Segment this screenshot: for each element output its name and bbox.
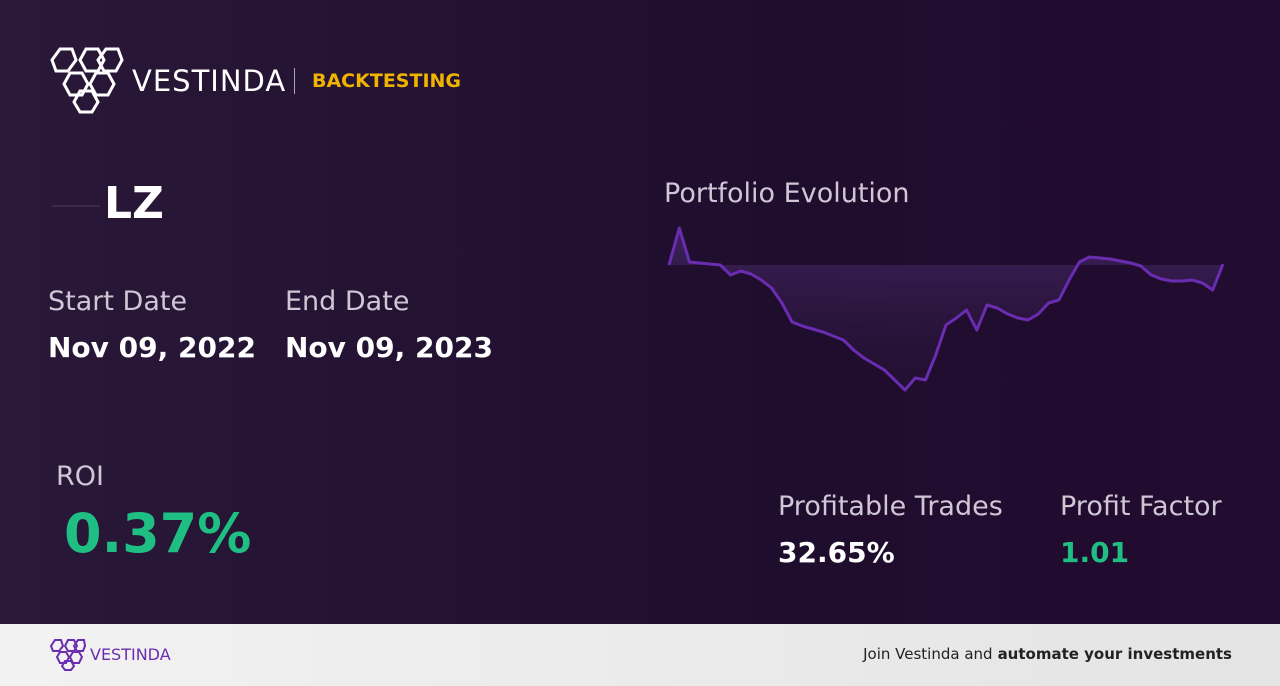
ticker: LZ [104, 178, 164, 229]
footer-cta: Join Vestinda and automate your investme… [863, 645, 1232, 663]
brand: VESTINDA [132, 64, 287, 98]
footer-brand: VESTINDA [90, 645, 171, 664]
end-label: End Date [285, 286, 410, 317]
footer: VESTINDA Join Vestinda and automate your… [0, 624, 1280, 686]
line [667, 226, 1225, 392]
footer-logo [49, 639, 86, 671]
end-value: Nov 09, 2023 [285, 331, 493, 364]
factor-value: 1.01 [1060, 536, 1130, 569]
roi-value: 0.37% [64, 502, 252, 565]
factor-label: Profit Factor [1060, 491, 1222, 522]
trades-label: Profitable Trades [778, 491, 1003, 522]
start-label: Start Date [48, 286, 188, 317]
cta-link[interactable]: automate your investments [997, 645, 1232, 663]
cta-text: Join Vestinda and [863, 645, 993, 663]
trades-value: 32.65% [778, 536, 895, 569]
roi-label: ROI [56, 461, 104, 492]
divider [294, 68, 295, 94]
section: BACKTESTING [312, 70, 462, 92]
chart-title: Portfolio Evolution [664, 178, 910, 209]
area [669, 228, 1223, 390]
ticker-logo [52, 205, 100, 207]
chart [667, 226, 1225, 392]
start-value: Nov 09, 2022 [48, 331, 256, 364]
logo [50, 47, 124, 114]
